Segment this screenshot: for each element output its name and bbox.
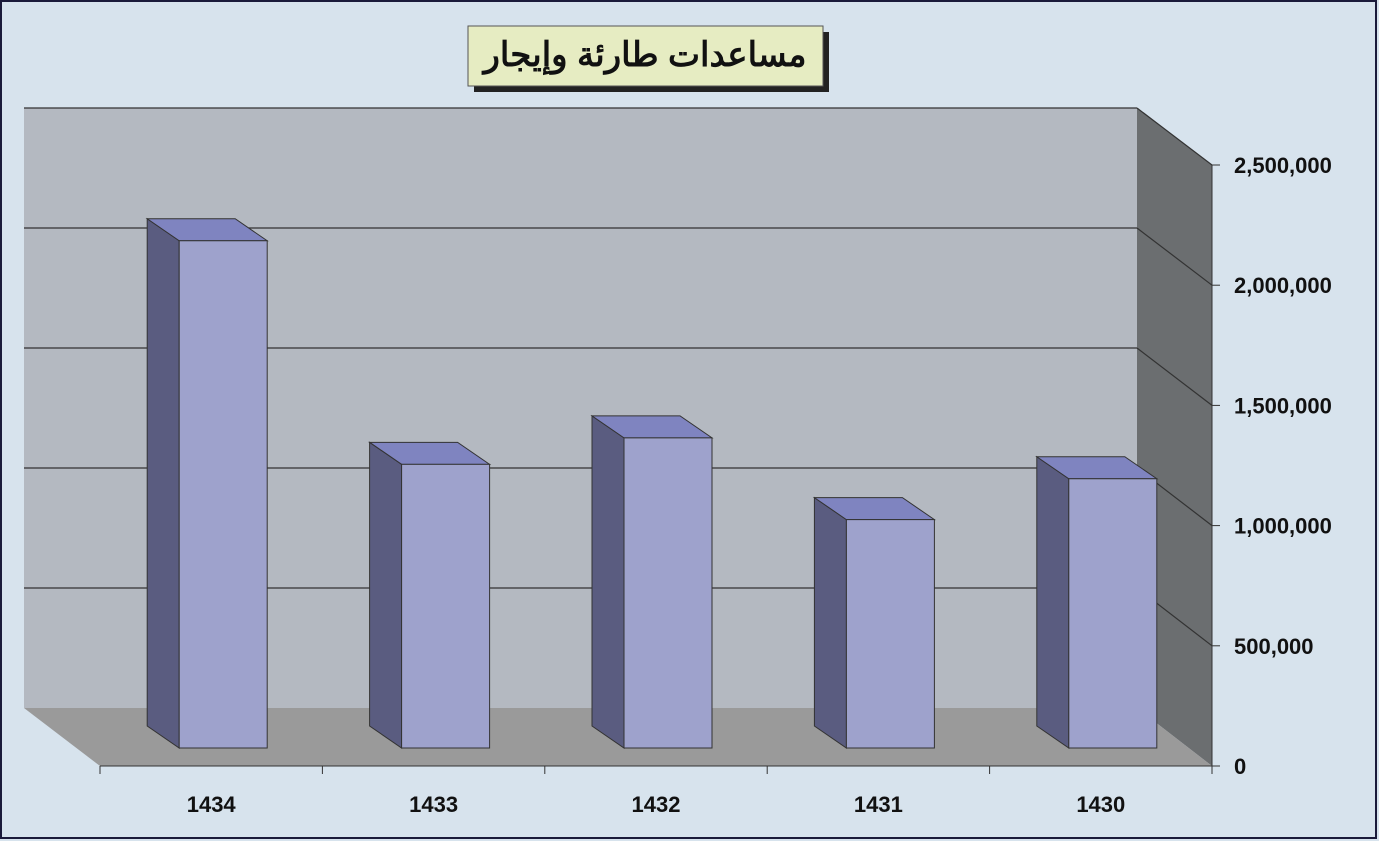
bar (178, 240, 268, 749)
bar-side (813, 496, 847, 749)
bar-side (591, 414, 625, 749)
y-tick-label: 2,500,000 (1234, 153, 1332, 178)
bar (1068, 478, 1158, 749)
bar-side (369, 441, 403, 749)
x-tick-label: 1433 (409, 792, 458, 817)
grid-line (1136, 347, 1213, 406)
bar-side (146, 217, 180, 749)
x-tick-label: 1431 (854, 792, 903, 817)
x-tick-label: 1432 (632, 792, 681, 817)
bar (845, 519, 935, 749)
y-tick-label: 1,000,000 (1234, 514, 1332, 539)
y-tick-label: 2,000,000 (1234, 273, 1332, 298)
y-tick-label: 0 (1234, 754, 1246, 779)
grid-line (1136, 107, 1213, 166)
title-box (467, 25, 824, 87)
x-tick-label: 1430 (1076, 792, 1125, 817)
x-tick-label: 1434 (187, 792, 237, 817)
y-tick-label: 500,000 (1234, 634, 1314, 659)
y-tick-label: 1,500,000 (1234, 393, 1332, 418)
bar (401, 463, 491, 749)
bar (623, 437, 713, 749)
bar-side (1036, 455, 1070, 749)
chart-title: مساعدات طارئة وإيجار (482, 36, 807, 75)
grid-line (1136, 227, 1213, 286)
